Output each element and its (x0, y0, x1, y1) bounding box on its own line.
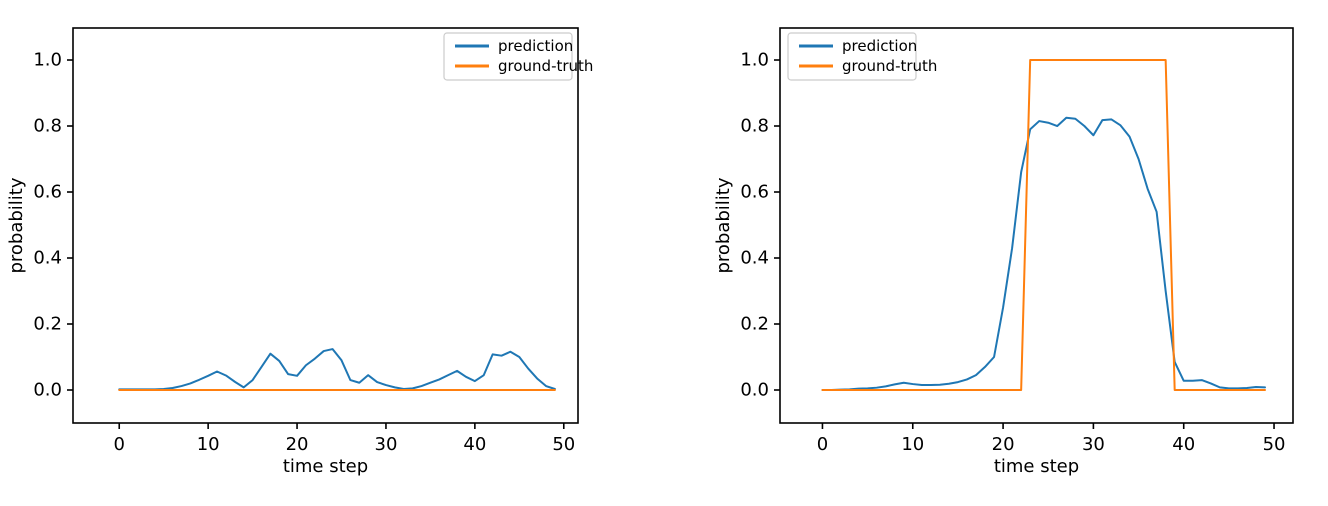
right-chart: 0 10 20 30 40 50 0.0 0.2 0.4 0.6 0.8 1.0 time step pr… (713, 27, 1294, 477)
x-tick-label: 40 (1172, 434, 1195, 455)
y-tick-label: 1.0 (740, 50, 769, 71)
series-line-ground-truth (821, 59, 1266, 391)
x-axis-label: time step (994, 456, 1079, 477)
legend: prediction ground-truth (787, 32, 937, 81)
x-tick-label: 0 (817, 434, 828, 455)
x-tick-label: 50 (552, 434, 575, 455)
y-axis-label: probability (713, 177, 734, 273)
x-tick-label: 0 (114, 434, 125, 455)
y-tick-label: 0.4 (33, 248, 62, 269)
axes-frame (779, 27, 1294, 424)
y-tick-label: 0.2 (740, 314, 769, 335)
x-tick-label: 50 (1263, 434, 1286, 455)
axes-frame (72, 27, 579, 424)
y-tick-label: 0.0 (740, 380, 769, 401)
x-tick-label: 20 (992, 434, 1015, 455)
legend-label: prediction (842, 37, 917, 55)
y-tick-label: 0.8 (33, 116, 62, 137)
y-tick-label: 0.6 (740, 182, 769, 203)
legend: prediction ground-truth (443, 32, 593, 81)
x-tick-label: 30 (1082, 434, 1105, 455)
y-axis-label: probability (6, 177, 27, 273)
y-tick-label: 0.4 (740, 248, 769, 269)
y-tick-label: 0.2 (33, 314, 62, 335)
x-tick-label: 20 (286, 434, 309, 455)
legend-label: prediction (498, 37, 573, 55)
y-tick-label: 0.6 (33, 182, 62, 203)
y-tick-label: 1.0 (33, 50, 62, 71)
series-line-prediction (821, 116, 1266, 391)
x-tick-label: 10 (901, 434, 924, 455)
x-tick-label: 10 (197, 434, 220, 455)
x-axis-label: time step (283, 456, 368, 477)
y-tick-label: 0.8 (740, 116, 769, 137)
y-tick-label: 0.0 (33, 380, 62, 401)
series-line-prediction (118, 348, 556, 391)
legend-label: ground-truth (498, 57, 593, 75)
x-tick-label: 40 (463, 434, 486, 455)
legend-label: ground-truth (842, 57, 937, 75)
left-chart: 0 10 20 30 40 50 0.0 0.2 0.4 0.6 0.8 1.0 time step pr… (6, 27, 593, 477)
x-tick-label: 30 (375, 434, 398, 455)
